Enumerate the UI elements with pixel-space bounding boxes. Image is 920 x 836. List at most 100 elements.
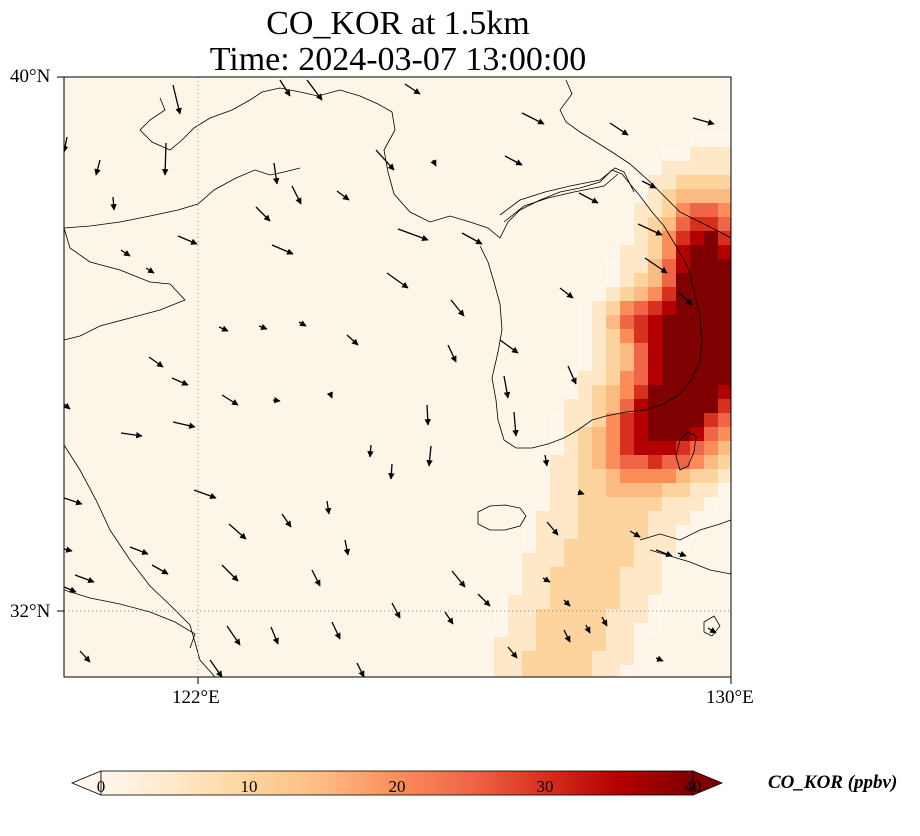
concentration-cell xyxy=(536,651,551,666)
concentration-cell xyxy=(578,595,593,610)
concentration-cell xyxy=(704,175,719,190)
concentration-cell xyxy=(564,539,579,554)
concentration-cell xyxy=(592,651,607,666)
concentration-cell xyxy=(718,203,731,218)
concentration-cell xyxy=(690,469,705,484)
concentration-cell xyxy=(648,455,663,470)
concentration-cell xyxy=(564,399,579,414)
concentration-cell xyxy=(704,343,719,358)
concentration-cell xyxy=(704,357,719,372)
concentration-cell xyxy=(536,539,551,554)
concentration-cell xyxy=(620,217,635,232)
wind-arrow xyxy=(145,267,155,274)
concentration-cell xyxy=(620,553,635,568)
lat-label-32: 32°N xyxy=(10,601,51,622)
wind-arrow xyxy=(306,79,323,101)
concentration-cell xyxy=(704,189,719,204)
concentration-cell xyxy=(592,329,607,344)
concentration-cell xyxy=(648,497,663,512)
concentration-cell xyxy=(690,245,705,260)
lon-label-122: 122°E xyxy=(172,687,220,708)
concentration-cell xyxy=(536,595,551,610)
wind-arrow xyxy=(677,550,687,557)
concentration-cell xyxy=(620,511,635,526)
concentration-cell xyxy=(648,161,663,176)
wind-arrow xyxy=(161,142,169,176)
concentration-cell xyxy=(522,651,537,666)
colorbar-tick-40: 40 xyxy=(684,777,702,796)
colorbar-tick-10: 10 xyxy=(240,777,258,796)
concentration-cell xyxy=(704,371,719,386)
colorbar-extend-max xyxy=(692,770,724,796)
concentration-cell xyxy=(592,343,607,358)
wind-arrow xyxy=(424,404,431,426)
concentration-cell xyxy=(648,595,663,610)
wind-arrow xyxy=(324,500,332,515)
concentration-cell xyxy=(676,147,691,162)
wind-arrow xyxy=(601,616,608,627)
wind-arrow xyxy=(444,611,454,625)
concentration-cell xyxy=(676,497,691,512)
concentration-cell xyxy=(676,539,691,554)
concentration-cell xyxy=(676,427,691,442)
wind-arrow xyxy=(644,257,668,274)
concentration-cell xyxy=(648,287,663,302)
concentration-cell xyxy=(634,273,649,288)
concentration-cell xyxy=(634,413,649,428)
concentration-cell xyxy=(676,329,691,344)
concentration-cell xyxy=(662,497,677,512)
concentration-cell xyxy=(536,609,551,624)
concentration-cell xyxy=(522,637,537,652)
concentration-cell xyxy=(676,371,691,386)
concentration-cell xyxy=(550,441,565,456)
concentration-cell xyxy=(578,637,593,652)
concentration-cell xyxy=(704,427,719,442)
concentration-cell xyxy=(690,441,705,456)
concentration-cell xyxy=(578,553,593,568)
concentration-cell xyxy=(564,525,579,540)
concentration-cell xyxy=(648,413,663,428)
concentration-cell xyxy=(578,567,593,582)
concentration-cell xyxy=(662,413,677,428)
wind-arrow xyxy=(64,546,73,553)
concentration-cell xyxy=(704,315,719,330)
concentration-cell xyxy=(522,511,537,526)
concentration-cell xyxy=(676,413,691,428)
concentration-cell xyxy=(690,329,705,344)
concentration-cell xyxy=(718,343,731,358)
wind-arrow xyxy=(270,626,279,645)
concentration-cell xyxy=(592,567,607,582)
lat-label-40: 40°N xyxy=(10,66,51,87)
concentration-cell xyxy=(662,287,677,302)
concentration-cell xyxy=(648,581,663,596)
concentration-cell xyxy=(564,609,579,624)
concentration-cell xyxy=(564,469,579,484)
concentration-cell xyxy=(648,203,663,218)
concentration-cell xyxy=(592,581,607,596)
concentration-cell xyxy=(578,651,593,666)
concentration-cell xyxy=(536,553,551,568)
wind-vectors xyxy=(64,79,717,677)
concentration-cell xyxy=(578,357,593,372)
concentration-cell xyxy=(634,231,649,246)
wind-arrow xyxy=(120,431,143,439)
wind-arrow xyxy=(692,117,715,126)
wind-arrow xyxy=(450,299,465,317)
concentration-cell xyxy=(690,133,705,148)
concentration-cell xyxy=(634,539,649,554)
concentration-cell xyxy=(620,245,635,260)
concentration-cell xyxy=(704,147,719,162)
concentration-cell xyxy=(634,357,649,372)
concentration-cell xyxy=(592,511,607,526)
concentration-cell xyxy=(704,399,719,414)
concentration-cell xyxy=(550,455,565,470)
wind-arrow xyxy=(258,323,268,330)
wind-arrow xyxy=(386,272,409,289)
concentration-cell xyxy=(718,245,731,260)
concentration-cell xyxy=(690,189,705,204)
concentration-cell xyxy=(718,301,731,316)
wind-arrow xyxy=(272,162,280,185)
concentration-cell xyxy=(606,623,621,638)
concentration-cell xyxy=(690,301,705,316)
